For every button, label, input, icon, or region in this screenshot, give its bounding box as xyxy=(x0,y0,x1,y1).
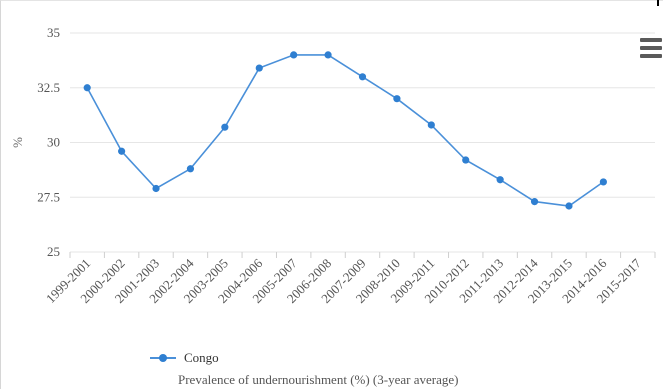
data-point xyxy=(255,64,263,72)
y-axis-label: % xyxy=(10,137,25,148)
data-point xyxy=(324,51,332,59)
y-tick-label: 25 xyxy=(47,244,60,259)
chart-subtitle: Prevalence of undernourishment (%) (3-ye… xyxy=(178,372,459,387)
legend-swatch xyxy=(150,353,176,363)
data-point xyxy=(186,165,195,173)
legend-item-congo[interactable]: Congo xyxy=(150,350,219,366)
data-point xyxy=(290,51,298,59)
data-point xyxy=(427,121,435,129)
data-point xyxy=(393,95,401,103)
data-point xyxy=(462,156,470,164)
y-tick-label: 32.5 xyxy=(37,80,60,95)
data-point xyxy=(530,198,539,206)
series-line-0 xyxy=(86,54,604,207)
data-point xyxy=(565,202,573,210)
data-point xyxy=(152,184,160,193)
y-tick-label: 35 xyxy=(47,25,60,40)
y-tick-label: 27.5 xyxy=(37,189,60,204)
legend-label: Congo xyxy=(184,350,219,365)
data-point xyxy=(496,176,504,184)
window-edge-mark xyxy=(657,0,659,6)
y-tick-label: 30 xyxy=(47,135,60,150)
data-point xyxy=(118,147,126,155)
data-point xyxy=(221,123,229,131)
data-point xyxy=(83,84,91,92)
hamburger-menu-icon[interactable] xyxy=(640,38,662,58)
data-point xyxy=(358,73,367,81)
data-point xyxy=(599,178,607,186)
